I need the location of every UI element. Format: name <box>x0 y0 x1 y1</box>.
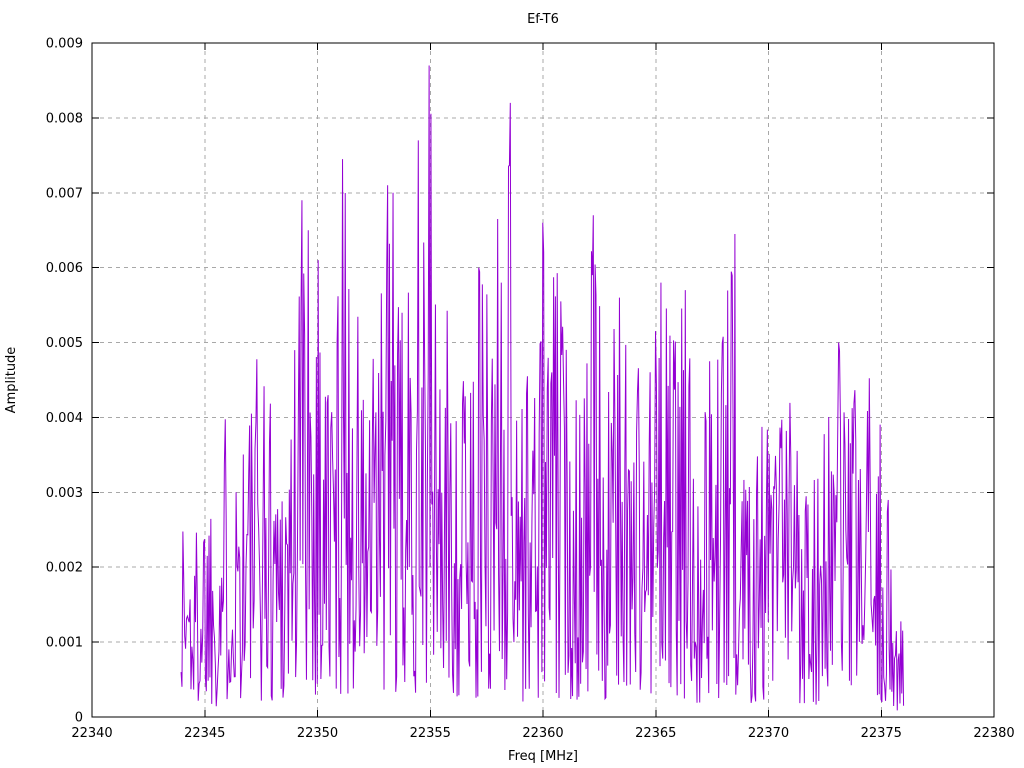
y-tick-label: 0.009 <box>46 37 83 52</box>
x-tick-label: 22340 <box>71 726 112 741</box>
y-tick-label: 0 <box>75 711 83 726</box>
x-axis-label: Freq [MHz] <box>508 749 578 764</box>
x-tick-label: 22360 <box>522 726 563 741</box>
y-tick-label: 0.002 <box>46 561 83 576</box>
y-tick-label: 0.003 <box>46 486 83 501</box>
y-axis-label: Amplitude <box>4 347 19 414</box>
chart-title: Ef-T6 <box>527 12 559 27</box>
y-tick-label: 0.007 <box>46 186 83 201</box>
x-tick-label: 22350 <box>297 726 338 741</box>
x-tick-label: 22380 <box>973 726 1014 741</box>
y-tick-label: 0.008 <box>46 111 83 126</box>
y-tick-label: 0.004 <box>46 411 83 426</box>
grid-layer <box>91 42 995 718</box>
y-tick-label: 0.006 <box>46 261 83 276</box>
y-tick-label: 0.001 <box>46 636 83 651</box>
x-tick-label: 22355 <box>410 726 451 741</box>
y-tick-label: 0.005 <box>46 336 83 351</box>
x-tick-label: 22375 <box>861 726 902 741</box>
x-tick-label: 22365 <box>635 726 676 741</box>
x-tick-label: 22370 <box>748 726 789 741</box>
series-line <box>180 65 905 711</box>
x-tick-label: 22345 <box>184 726 225 741</box>
axis-layer: 22340 22345 22350 22355 22360 22365 22370 22375… <box>46 37 1015 742</box>
